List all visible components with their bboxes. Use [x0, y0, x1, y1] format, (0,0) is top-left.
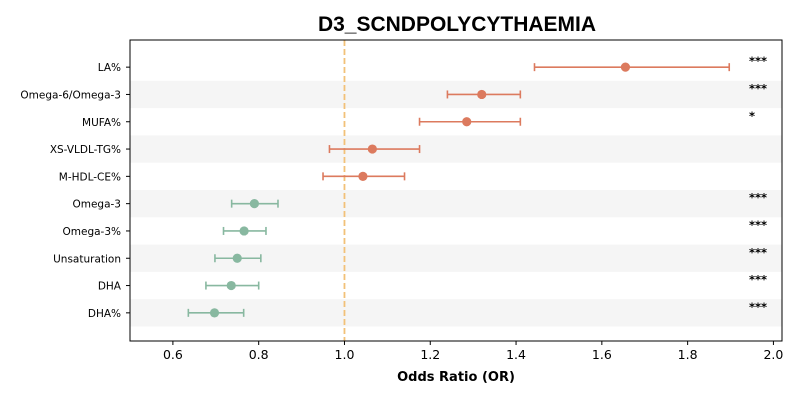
x-axis-ticks: 0.6 0.8 1.0 1.2 1.4 1.6 1.8 2.0 — [163, 341, 783, 362]
row-band — [130, 190, 782, 218]
row-bands — [130, 80, 782, 327]
row-label: LA% — [98, 62, 121, 74]
forest-row: M-HDL-CE% — [59, 171, 406, 183]
forest-row: XS-VLDL-TG% — [50, 144, 421, 156]
forest-row: Omega-3% *** — [63, 218, 768, 238]
row-label: Omega-3% — [63, 226, 122, 238]
significance-marker: *** — [749, 300, 767, 314]
forest-row: Unsaturation *** — [53, 245, 767, 265]
forest-row: Omega-6/Omega-3 *** — [20, 81, 767, 101]
or-point — [358, 171, 368, 181]
row-label: MUFA% — [82, 117, 121, 129]
data-rows: LA% *** Omega-6/Omega-3 *** MUFA% * XS-VLDL-TG… — [20, 54, 767, 320]
row-label: Omega-3 — [72, 199, 121, 211]
row-label: DHA — [98, 281, 122, 293]
significance-marker: *** — [749, 191, 767, 205]
x-tick-label: 0.8 — [249, 347, 269, 362]
row-label: XS-VLDL-TG% — [50, 144, 121, 156]
or-point — [226, 280, 236, 291]
or-point — [239, 226, 249, 236]
forest-row: DHA *** — [98, 273, 767, 293]
row-label: DHA% — [88, 308, 121, 320]
x-tick-label: 2.0 — [763, 347, 783, 362]
x-tick-label: 1.2 — [420, 347, 440, 362]
or-point — [367, 144, 377, 154]
x-tick-label: 0.6 — [163, 347, 183, 362]
row-band — [130, 135, 782, 163]
x-tick-label: 1.6 — [592, 347, 612, 362]
x-tick-label: 1.8 — [678, 347, 698, 362]
axes-frame — [129, 39, 783, 342]
significance-marker: *** — [749, 81, 767, 95]
row-label: Unsaturation — [53, 253, 121, 265]
significance-marker: * — [749, 109, 755, 123]
significance-marker: *** — [749, 218, 767, 232]
forest-row: Omega-3 *** — [72, 191, 767, 211]
or-point — [620, 62, 631, 72]
significance-marker: *** — [749, 245, 767, 259]
significance-marker: *** — [749, 273, 767, 287]
chart-title: D3_SCNDPOLYCYTHAEMIA — [318, 13, 596, 36]
forest-row: LA% *** — [98, 54, 767, 74]
x-tick-label: 1.4 — [506, 347, 526, 362]
x-axis-label: Odds Ratio (OR) — [397, 370, 515, 385]
or-point — [462, 117, 472, 127]
or-point — [209, 308, 220, 318]
significance-marker: *** — [749, 54, 767, 68]
x-tick-label: 1.0 — [335, 347, 355, 362]
or-point — [477, 89, 487, 100]
forest-row: DHA% *** — [88, 300, 767, 320]
row-label: M-HDL-CE% — [59, 171, 121, 183]
or-point — [249, 199, 259, 209]
forest-row: MUFA% * — [82, 109, 755, 129]
row-label: Omega-6/Omega-3 — [20, 89, 121, 101]
or-point — [232, 253, 242, 263]
